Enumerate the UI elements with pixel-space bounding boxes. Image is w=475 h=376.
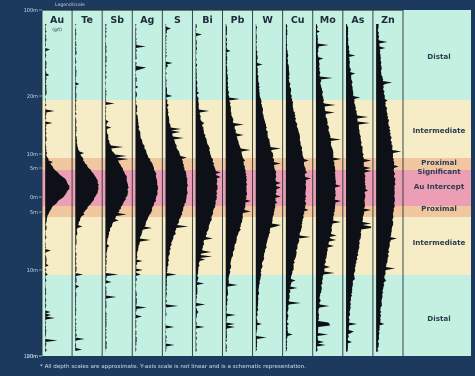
element-trace <box>255 24 281 352</box>
element-trace <box>315 24 342 352</box>
element-traces <box>45 24 402 352</box>
element-trace <box>165 24 189 352</box>
element-header: Te <box>81 15 93 26</box>
element-header: Cu <box>291 15 305 26</box>
depth-label: 0m <box>30 195 38 201</box>
zone-label: Distal <box>427 314 450 323</box>
element-header: S <box>174 15 181 26</box>
scale-note: Legend/scale <box>55 2 85 8</box>
depth-label: 20m <box>27 354 38 360</box>
zone-band-label-bg <box>403 158 471 170</box>
zone-labels: DistalIntermediateProximalSignificantAu … <box>413 52 466 323</box>
element-header: Ag <box>140 15 154 26</box>
element-trace <box>195 24 221 352</box>
zone-label: Significant <box>417 167 461 176</box>
zone-label: Intermediate <box>413 238 466 247</box>
zone-band-label-bg <box>403 217 471 275</box>
element-header: Bi <box>202 15 213 26</box>
element-trace <box>285 24 311 352</box>
element-trace <box>105 24 129 352</box>
element-header: Sb <box>110 15 124 26</box>
element-headers: Au(g/t) Te Sb Ag S Bi Pb W Cu Mo As Zn <box>50 15 395 33</box>
footnote: * All depth scales are approximate. Y-ax… <box>40 364 306 370</box>
depth-label: 10m <box>27 152 38 158</box>
zone-band-label-bg <box>403 10 471 100</box>
element-header: Pb <box>231 15 245 26</box>
zone-band-label-bg <box>403 275 471 356</box>
element-trace <box>346 24 372 352</box>
element-columns <box>41 9 404 356</box>
element-header: As <box>351 15 364 26</box>
depth-label: 100m <box>24 8 39 14</box>
element-trace <box>45 24 70 352</box>
depth-label: 100m <box>24 354 39 360</box>
element-trace <box>376 24 402 352</box>
zone-label: Au Intercept <box>414 182 465 191</box>
zone-label: Proximal <box>421 204 457 213</box>
element-trace <box>225 24 251 352</box>
element-header: Zn <box>381 15 395 26</box>
depth-label: 5m <box>30 210 38 216</box>
zone-label: Intermediate <box>413 126 466 135</box>
zone-label: Proximal <box>421 158 457 167</box>
element-header: W <box>262 15 273 26</box>
element-trace <box>75 24 99 352</box>
zone-band-label-bg <box>403 206 471 217</box>
element-unit: (g/t) <box>52 27 62 33</box>
depth-label: 5m <box>30 166 38 172</box>
element-header: Mo <box>320 15 336 26</box>
element-trace <box>135 24 159 352</box>
zone-band-label-bg <box>403 100 471 158</box>
depth-label: 10m <box>27 268 38 274</box>
zone-label: Distal <box>427 52 450 61</box>
depth-label: 20m <box>27 94 38 100</box>
zone-band-label-bg <box>403 170 471 206</box>
element-header: Au <box>50 15 64 26</box>
